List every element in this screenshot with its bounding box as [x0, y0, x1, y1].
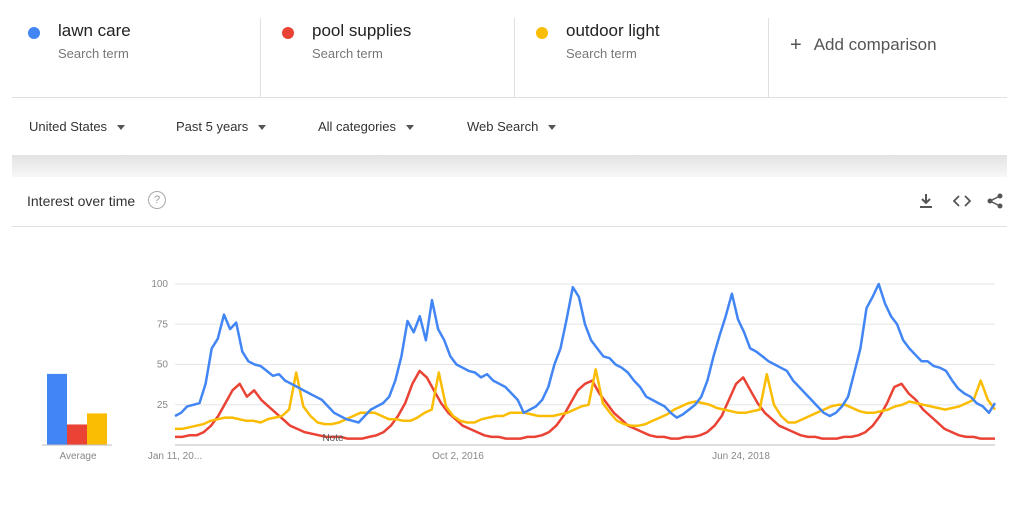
- help-icon[interactable]: ?: [148, 191, 166, 209]
- search-type-value: Web Search: [467, 119, 539, 134]
- divider: [768, 18, 769, 98]
- category-value: All categories: [318, 119, 397, 134]
- caret-down-icon: [258, 125, 267, 131]
- series-color-dot: [282, 27, 294, 39]
- category-dropdown[interactable]: All categories: [318, 119, 415, 134]
- term-card-outdoor-light[interactable]: outdoor light Search term: [508, 0, 762, 97]
- series-line-pool-supplies[interactable]: [175, 369, 995, 440]
- x-tick-label: Oct 2, 2016: [432, 451, 484, 462]
- interest-over-time-chart: Average 100 75 50 25 Jan 11, 20... Oct 2, 20…: [42, 279, 997, 462]
- add-comparison-label: Add comparison: [813, 35, 937, 54]
- y-tick-label: 75: [157, 319, 169, 330]
- divider: [12, 97, 1007, 98]
- embed-icon[interactable]: [952, 193, 972, 212]
- term-card-lawn-care[interactable]: lawn care Search term: [0, 0, 254, 97]
- share-icon[interactable]: [987, 193, 1003, 212]
- panel-title: Interest over time: [27, 193, 136, 209]
- search-type-dropdown[interactable]: Web Search: [467, 119, 557, 134]
- time-range-dropdown[interactable]: Past 5 years: [176, 119, 267, 134]
- search-terms-bar: lawn care Search term pool supplies Sear…: [0, 0, 1017, 98]
- filter-bar: United States Past 5 years All categorie…: [12, 98, 1007, 155]
- average-bar-pool-supplies[interactable]: [67, 424, 87, 445]
- y-tick-label: 50: [157, 360, 169, 371]
- y-tick-label: 100: [151, 279, 168, 290]
- section-separator: [12, 155, 1007, 177]
- caret-down-icon: [117, 125, 126, 131]
- term-card-pool-supplies[interactable]: pool supplies Search term: [254, 0, 508, 97]
- series-color-dot: [28, 27, 40, 39]
- term-subtitle: Search term: [58, 46, 129, 61]
- caret-down-icon: [548, 125, 557, 131]
- average-bar-outdoor-light[interactable]: [87, 413, 107, 445]
- series-color-dot: [536, 27, 548, 39]
- term-subtitle: Search term: [566, 46, 637, 61]
- term-name[interactable]: lawn care: [58, 21, 131, 40]
- term-subtitle: Search term: [312, 46, 383, 61]
- y-tick-label: 25: [157, 400, 169, 411]
- plus-icon: +: [790, 34, 802, 56]
- divider: [260, 18, 261, 98]
- series-line-outdoor-light[interactable]: [175, 368, 997, 431]
- divider: [514, 18, 515, 98]
- download-icon[interactable]: [919, 193, 933, 212]
- x-tick-label: Jan 11, 20...: [148, 451, 202, 462]
- term-name[interactable]: outdoor light: [566, 21, 660, 40]
- note-label[interactable]: Note: [322, 433, 344, 444]
- caret-down-icon: [406, 125, 415, 131]
- divider: [12, 226, 1007, 227]
- average-bar-lawn-care[interactable]: [47, 373, 67, 445]
- region-value: United States: [29, 119, 108, 134]
- add-comparison-button[interactable]: + Add comparison: [790, 33, 937, 56]
- x-tick-label: Jun 24, 2018: [712, 451, 770, 462]
- time-range-value: Past 5 years: [176, 119, 249, 134]
- average-label: Average: [59, 451, 97, 462]
- series-line-lawn-care[interactable]: [174, 282, 997, 424]
- region-dropdown[interactable]: United States: [29, 119, 126, 134]
- term-name[interactable]: pool supplies: [312, 21, 412, 40]
